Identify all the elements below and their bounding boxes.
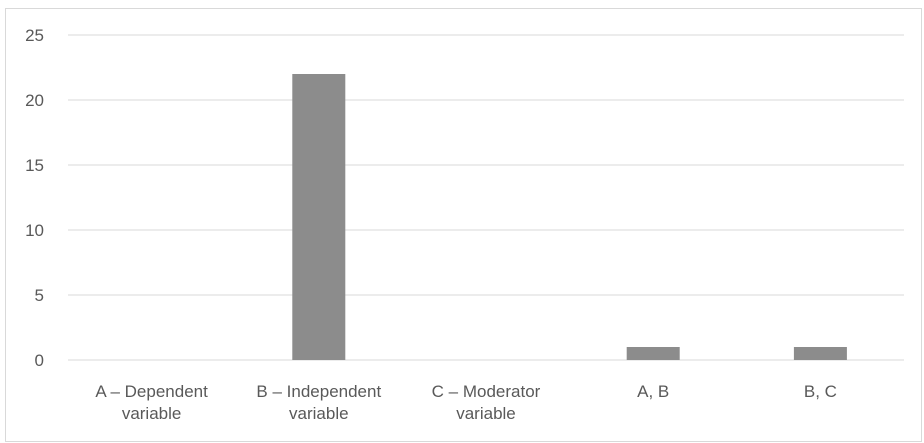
y-tick-label: 0: [35, 351, 44, 370]
chart-frame: [5, 8, 922, 442]
x-tick-label: A – Dependent variable: [95, 382, 208, 423]
y-tick-label: 15: [25, 156, 44, 175]
x-tick-label-line: variable: [289, 404, 349, 423]
x-tick-label: B, C: [804, 382, 837, 401]
bar-4: [793, 347, 847, 360]
gridlines: [68, 34, 904, 361]
bar-1: [292, 74, 346, 360]
y-tick-label: 20: [25, 91, 44, 110]
y-tick-label: 10: [25, 221, 44, 240]
x-tick-label-line: variable: [122, 404, 182, 423]
x-tick-label-line: variable: [456, 404, 516, 423]
bars: [292, 74, 847, 360]
x-tick-label: A, B: [637, 382, 669, 401]
x-tick-label-line: B, C: [804, 382, 837, 401]
x-tick-label-line: C – Moderator: [432, 382, 541, 401]
bar-3: [626, 347, 680, 360]
x-tick-label: B – Independent variable: [256, 382, 381, 423]
x-axis-ticks: A – Dependent variable B – Independent vari…: [95, 382, 837, 423]
x-tick-label-line: B – Independent: [256, 382, 381, 401]
x-tick-label: C – Moderator variable: [432, 382, 541, 423]
y-tick-label: 5: [35, 286, 44, 305]
x-tick-label-line: A – Dependent: [95, 382, 208, 401]
x-tick-label-line: A, B: [637, 382, 669, 401]
y-tick-label: 25: [25, 26, 44, 45]
y-axis-ticks: 0 5 10 15 20 25: [25, 26, 44, 370]
